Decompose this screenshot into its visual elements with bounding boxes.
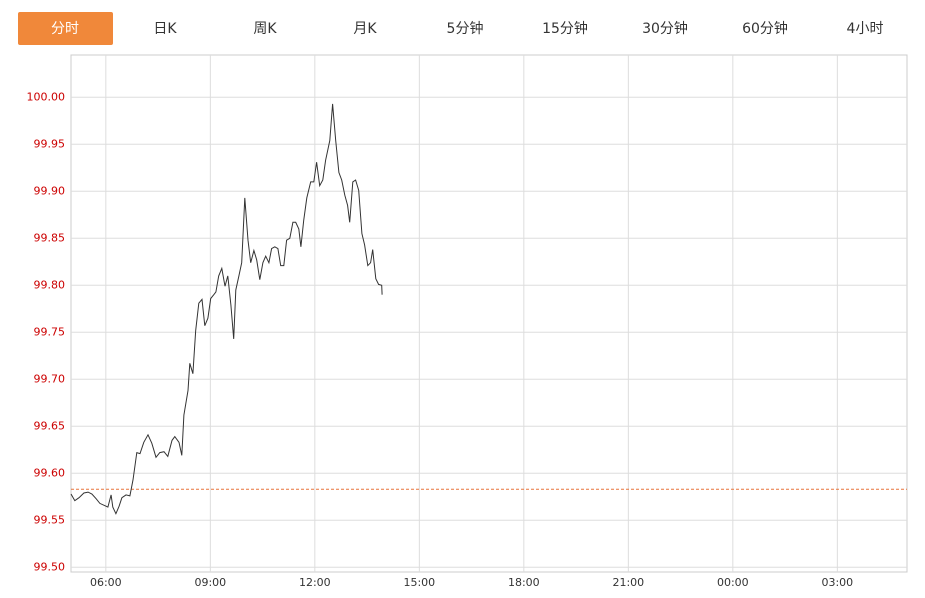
y-tick-label: 99.70 [34,372,66,385]
y-tick-label: 100.00 [27,90,66,103]
x-tick-label: 21:00 [612,576,644,589]
y-tick-label: 99.55 [34,513,66,526]
tab[interactable]: 30分钟 [642,20,688,37]
tab[interactable]: 5分钟 [447,20,484,37]
price-line [70,103,383,515]
plot-border [70,54,908,573]
y-tick-label: 99.90 [34,184,66,197]
y-tick-label: 99.60 [34,466,66,479]
x-tick-label: 03:00 [821,576,853,589]
x-tick-label: 18:00 [508,576,540,589]
x-tick-label: 06:00 [90,576,122,589]
y-tick-label: 99.75 [34,325,66,338]
y-tick-label: 99.95 [34,137,66,150]
tab[interactable]: 日K [153,21,177,37]
y-tick-label: 99.65 [34,419,66,432]
tab[interactable]: 60分钟 [742,20,788,37]
tab[interactable]: 分时 [51,21,79,37]
y-tick-label: 99.80 [34,278,66,291]
x-tick-label: 15:00 [403,576,435,589]
x-tick-label: 09:00 [194,576,226,589]
y-tick-label: 99.50 [34,560,66,573]
tab[interactable]: 月K [353,21,377,37]
tab[interactable]: 4小时 [847,21,884,37]
y-tick-label: 99.85 [34,231,66,244]
tab[interactable]: 15分钟 [542,20,588,37]
x-tick-label: 00:00 [717,576,749,589]
tab-active-bg [18,12,113,45]
tab[interactable]: 周K [253,21,277,37]
x-tick-label: 12:00 [299,576,331,589]
